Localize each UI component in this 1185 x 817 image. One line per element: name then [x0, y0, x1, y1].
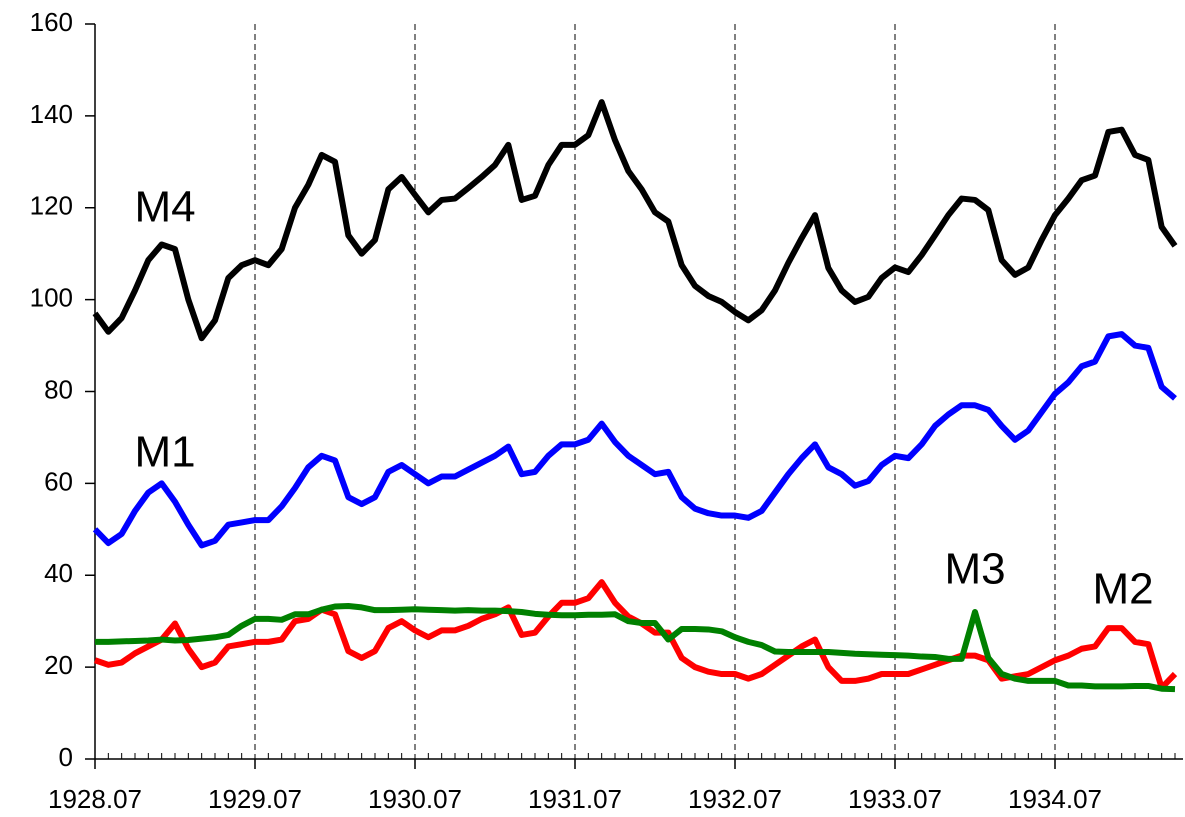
x-tick-label: 1930.07: [368, 784, 462, 814]
y-tick-label: 120: [30, 191, 73, 221]
y-tick-label: 60: [44, 466, 73, 496]
y-tick-label: 160: [30, 7, 73, 37]
y-tick-label: 40: [44, 558, 73, 588]
y-tick-label: 100: [30, 283, 73, 313]
x-tick-label: 1929.07: [208, 784, 302, 814]
series-line: [94, 579, 1178, 691]
series-label: M4: [134, 183, 195, 232]
x-tick-label: 1931.07: [528, 784, 622, 814]
series-label: M1: [134, 428, 195, 477]
series-line: [92, 99, 1178, 342]
series-label: M2: [1092, 565, 1153, 614]
y-tick-label: 0: [59, 742, 73, 772]
series-label: M3: [944, 545, 1005, 594]
y-tick-label: 140: [30, 99, 73, 129]
x-tick-label: 1928.07: [48, 784, 142, 814]
series-line: [92, 331, 1177, 549]
y-tick-label: 80: [44, 374, 73, 404]
y-tick-label: 20: [44, 650, 73, 680]
x-tick-label: 1934.07: [1008, 784, 1102, 814]
x-tick-label: 1933.07: [848, 784, 942, 814]
x-tick-label: 1932.07: [688, 784, 782, 814]
series-line: [95, 603, 1176, 693]
